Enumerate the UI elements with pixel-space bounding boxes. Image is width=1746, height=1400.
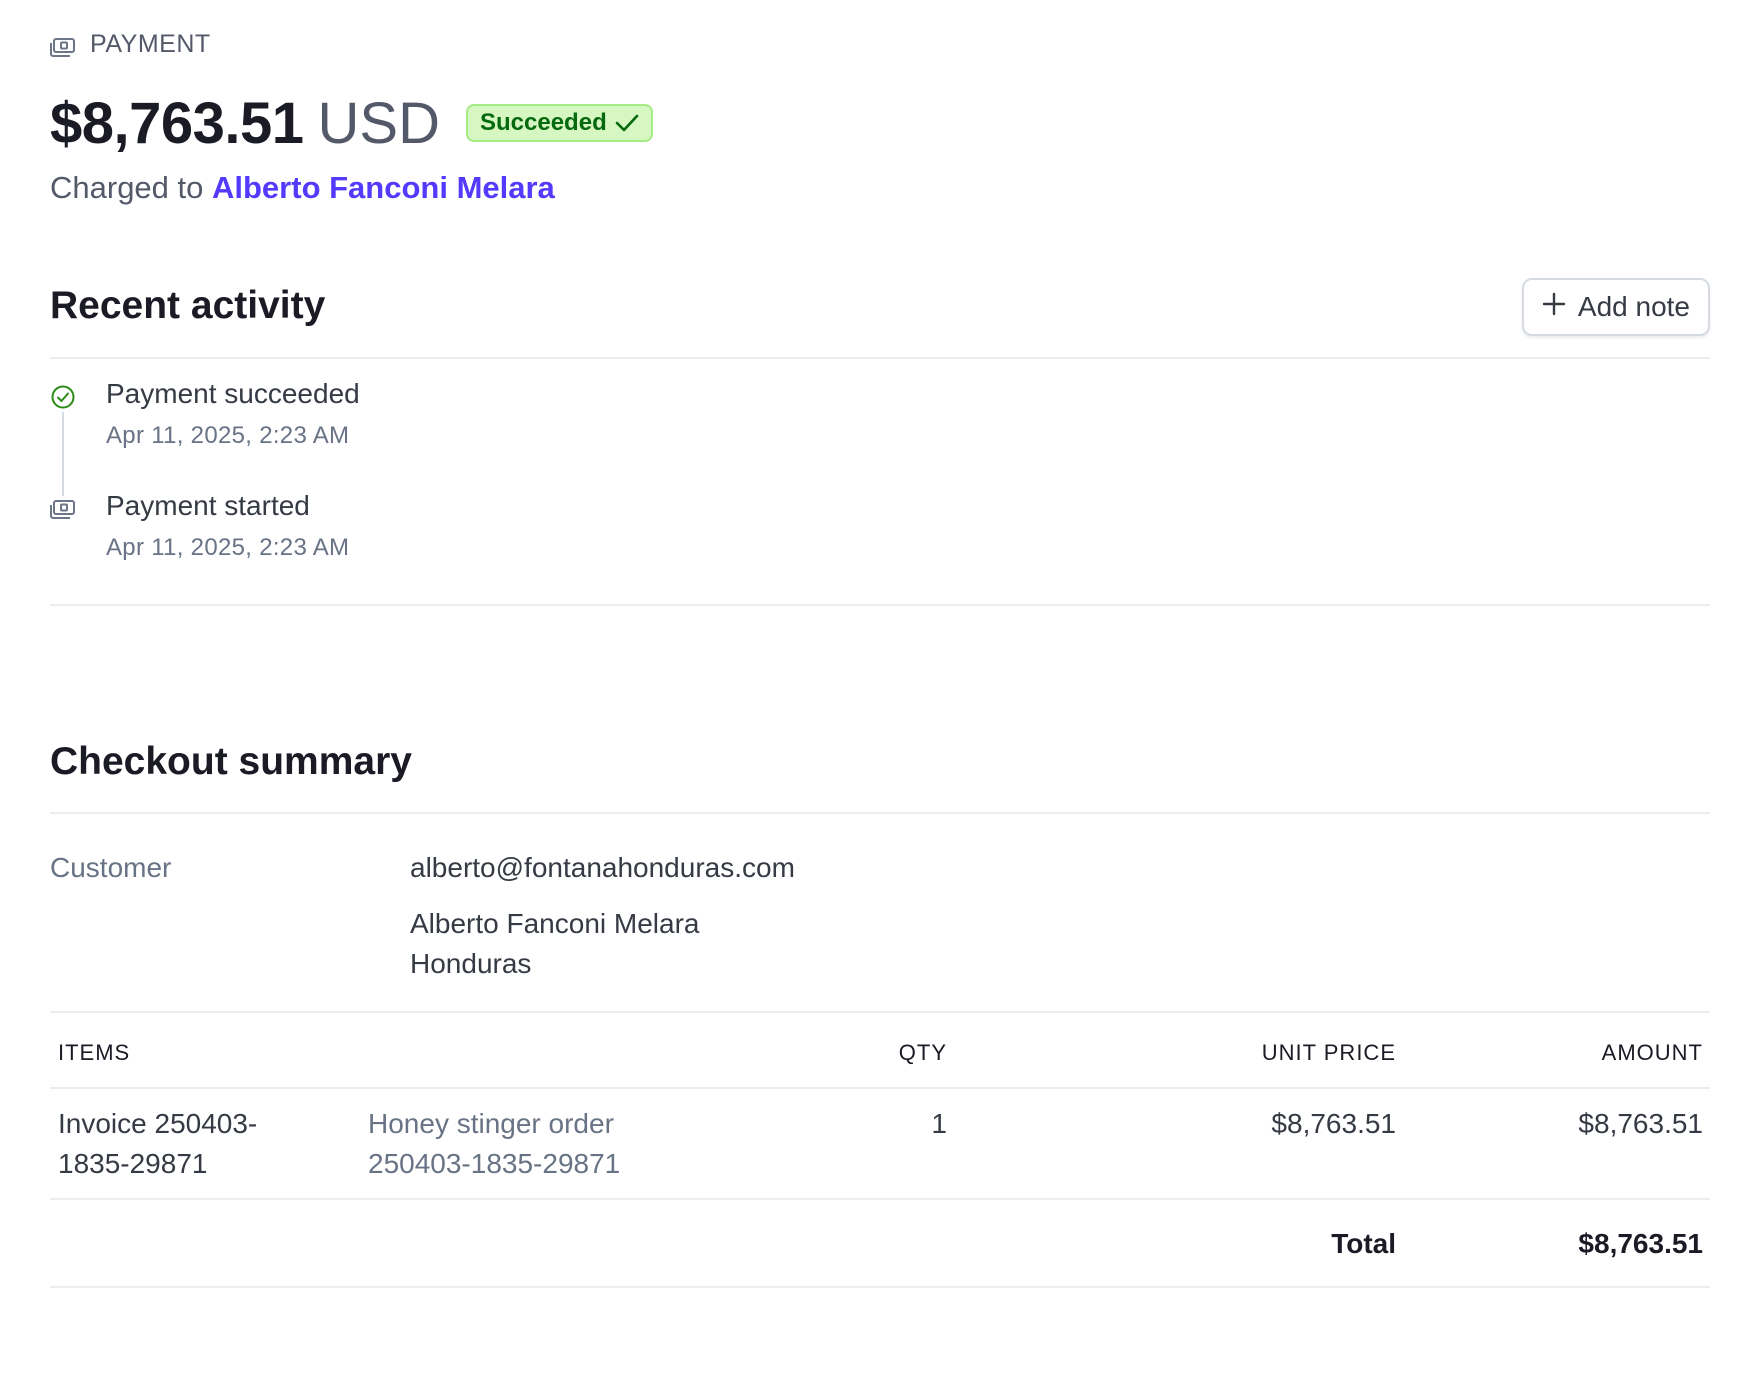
total-divider <box>50 1286 1710 1288</box>
event-title: Payment started <box>106 490 310 521</box>
table-row-divider <box>50 1198 1710 1200</box>
payment-icon <box>50 35 76 57</box>
item-qty: 1 <box>931 1108 947 1139</box>
customer-name: Alberto Fanconi Melara <box>410 908 700 939</box>
payment-amount: $8,763.51 <box>50 90 304 156</box>
customer-label: Customer <box>50 852 172 883</box>
eyebrow-label: PAYMENT <box>90 30 211 58</box>
timeline-connector <box>62 412 64 512</box>
status-label: Succeeded <box>480 109 607 136</box>
event-date: Apr 11, 2025, 2:23 AM <box>106 534 350 561</box>
payment-currency: USD <box>317 90 440 156</box>
column-header-unit-price: UNIT PRICE <box>1261 1040 1396 1065</box>
event-date: Apr 11, 2025, 2:23 AM <box>106 422 350 449</box>
add-note-label: Add note <box>1577 291 1690 322</box>
item-description-line2: 250403-1835-29871 <box>368 1148 621 1179</box>
customer-link[interactable]: Alberto Fanconi Melara <box>212 170 555 205</box>
column-header-items: ITEMS <box>58 1040 131 1065</box>
checkout-summary-title: Checkout summary <box>50 740 412 783</box>
plus-icon <box>1542 291 1566 323</box>
total-value: $8,763.51 <box>1578 1228 1703 1259</box>
item-unit-price: $8,763.51 <box>1271 1108 1396 1139</box>
checkmark-icon <box>615 113 639 133</box>
table-header-divider <box>50 1087 1710 1089</box>
charged-to-label: Charged to <box>50 170 212 205</box>
customer-country: Honduras <box>410 948 532 979</box>
item-amount: $8,763.51 <box>1578 1108 1703 1139</box>
page-eyebrow: PAYMENT <box>50 30 211 59</box>
charged-to-row: Charged to Alberto Fanconi Melara <box>50 170 555 206</box>
customer-email: alberto@fontanahonduras.com <box>410 852 795 883</box>
payment-icon <box>50 496 76 522</box>
column-header-amount: AMOUNT <box>1601 1040 1703 1065</box>
checkout-summary-divider <box>50 812 1710 814</box>
recent-activity-divider <box>50 357 1710 359</box>
item-name-line2: 1835-29871 <box>58 1148 208 1179</box>
item-description-line1: Honey stinger order <box>368 1108 614 1139</box>
add-note-button[interactable]: Add note <box>1521 278 1710 336</box>
column-header-qty: QTY <box>898 1040 947 1065</box>
recent-activity-title: Recent activity <box>50 284 326 327</box>
item-name-line1: Invoice 250403- <box>58 1108 258 1139</box>
check-circle-icon <box>50 384 76 410</box>
timeline-bottom-divider <box>50 604 1710 606</box>
total-label: Total <box>1331 1228 1396 1259</box>
status-badge: Succeeded <box>466 104 653 142</box>
customer-divider <box>50 1011 1710 1013</box>
payment-amount-row: $8,763.51 USD Succeeded <box>50 88 653 158</box>
event-title: Payment succeeded <box>106 378 360 409</box>
